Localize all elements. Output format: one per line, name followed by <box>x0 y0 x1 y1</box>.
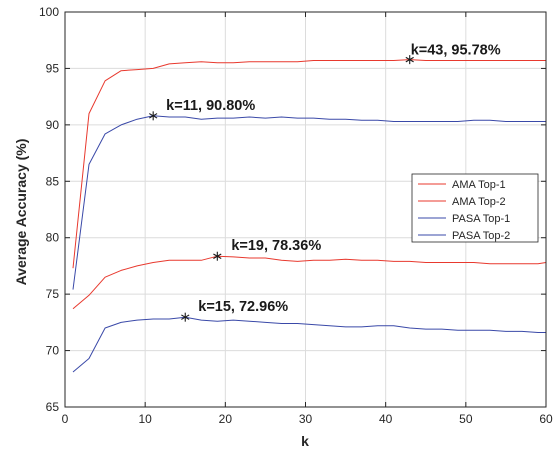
annotation-label: k=19, 78.36% <box>231 238 321 254</box>
axes: 0 10 20 30 40 50 60 65 70 75 80 85 90 95 100 <box>39 5 553 426</box>
y-axis-label: Average Accuracy (%) <box>13 139 29 286</box>
x-tick-label: 50 <box>459 412 473 426</box>
series-line-1 <box>72 255 547 310</box>
annotation-label: k=11, 90.80% <box>166 98 255 114</box>
annotation-marker <box>213 251 222 261</box>
legend-entry: AMA Top-2 <box>452 196 506 208</box>
legend: AMA Top-1 AMA Top-2 PASA Top-1 PASA Top-2 <box>411 173 539 243</box>
x-tick-label: 60 <box>539 412 553 426</box>
x-tick-label: 40 <box>379 412 393 426</box>
legend-entry: PASA Top-1 <box>452 213 510 225</box>
x-tick-label: 20 <box>219 412 233 426</box>
series-line-3 <box>72 316 546 373</box>
y-tick-label: 70 <box>46 344 60 358</box>
annotation-label: k=43, 95.78% <box>411 43 501 59</box>
y-tick-label: 65 <box>46 400 60 414</box>
x-tick-label: 0 <box>62 412 69 426</box>
annotation-marker <box>405 55 414 65</box>
legend-entry: PASA Top-2 <box>452 230 510 242</box>
star-marker-stroke <box>213 253 222 259</box>
legend-box <box>411 173 539 243</box>
legend-entry: AMA Top-1 <box>452 179 506 191</box>
x-tick-label: 10 <box>138 412 152 426</box>
y-tick-label: 90 <box>46 118 60 132</box>
star-marker-stroke <box>405 56 414 63</box>
annotation-marker <box>181 312 190 322</box>
y-tick-label: 85 <box>46 174 60 188</box>
y-tick-label: 75 <box>46 287 60 301</box>
y-tick-label: 95 <box>46 61 60 75</box>
star-marker-stroke <box>149 113 158 119</box>
series-line-2 <box>72 59 546 269</box>
y-tick-label: 100 <box>39 5 59 19</box>
annotations: k=43, 95.78% k=11, 90.80% k=19, 78.36% k=15… <box>149 43 501 322</box>
annotation-label: k=15, 72.96% <box>198 299 288 315</box>
x-tick-label: 30 <box>299 412 313 426</box>
y-tick-label: 80 <box>46 231 60 245</box>
star-marker-stroke <box>181 314 190 320</box>
x-axis-label: k <box>301 433 309 449</box>
annotation-marker <box>149 111 158 121</box>
